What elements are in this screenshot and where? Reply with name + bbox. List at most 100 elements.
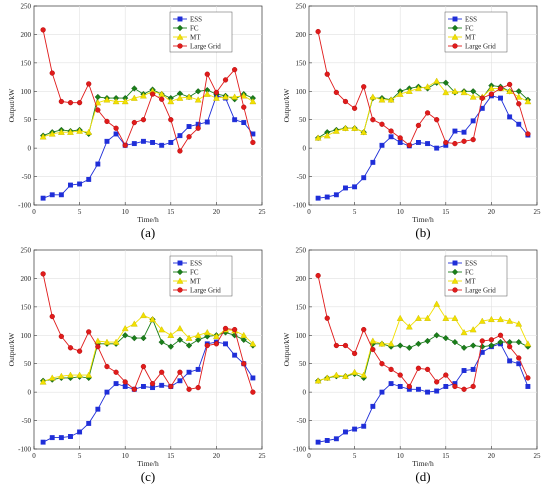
data-point: [443, 384, 449, 389]
data-point: [434, 117, 440, 123]
legend-marker: [452, 16, 458, 22]
data-point: [158, 326, 166, 333]
data-point: [140, 311, 147, 319]
data-point: [315, 272, 321, 279]
data-point: [379, 361, 385, 367]
y-tick-label: 50: [299, 116, 307, 124]
data-point: [159, 382, 165, 388]
data-point: [498, 95, 503, 101]
data-point: [213, 89, 220, 96]
data-point: [379, 121, 385, 127]
legend-marker: [176, 24, 184, 32]
data-point: [194, 96, 202, 103]
x-tick-label: 15: [167, 208, 175, 216]
legend-marker: [176, 33, 184, 40]
data-point: [488, 91, 495, 97]
data-point: [361, 84, 367, 90]
data-point: [470, 118, 476, 124]
data-point: [195, 336, 202, 343]
data-point: [40, 27, 46, 33]
data-point: [460, 88, 468, 96]
y-tick-label: -100: [18, 202, 31, 210]
data-point: [149, 315, 156, 323]
data-point: [112, 338, 120, 345]
data-point: [140, 138, 146, 144]
panel-caption: (d): [415, 469, 430, 484]
legend-marker: [452, 260, 458, 266]
data-point: [315, 195, 321, 201]
data-point: [461, 129, 467, 135]
data-point: [424, 337, 431, 345]
data-point: [415, 386, 421, 392]
chart-panel-0: -100 -50 0 50 100 150 200 250 0 5 10 15 20 25 Time/h Ou…: [7, 3, 266, 241]
data-point: [240, 92, 248, 99]
data-point: [104, 118, 110, 125]
data-point: [249, 98, 257, 105]
y-tick-label: 200: [21, 31, 32, 39]
data-point: [406, 344, 413, 351]
legend-label: ESS: [190, 16, 202, 24]
data-point: [222, 93, 229, 100]
data-point: [525, 131, 531, 137]
data-point: [314, 377, 322, 384]
legend-label: FC: [190, 269, 199, 277]
chart-panel-1: -100 -50 0 50 100 150 200 250 0 5 10 15 20 25 Time/h Ou…: [282, 3, 541, 241]
x-tick-label: 15: [442, 208, 450, 216]
data-point: [86, 329, 92, 335]
data-point: [323, 132, 331, 139]
data-point: [405, 87, 413, 94]
data-point: [168, 383, 174, 390]
data-point: [177, 369, 183, 375]
data-point: [507, 358, 513, 364]
data-point: [94, 337, 102, 344]
data-point: [433, 300, 441, 307]
legend-label: FC: [190, 25, 199, 33]
data-point: [461, 368, 467, 373]
data-point: [452, 383, 458, 390]
data-point: [469, 93, 477, 100]
data-point: [415, 365, 422, 371]
data-point: [506, 87, 514, 94]
legend-label: ESS: [465, 260, 477, 268]
data-point: [176, 336, 184, 343]
data-point: [396, 314, 404, 321]
data-point: [434, 379, 440, 385]
x-tick-label: 5: [353, 208, 357, 216]
data-point: [131, 141, 137, 147]
data-point: [461, 386, 467, 392]
data-point: [232, 352, 238, 358]
data-point: [131, 334, 138, 342]
data-point: [333, 342, 339, 349]
data-point: [470, 136, 476, 143]
data-point: [487, 315, 495, 323]
data-point: [103, 96, 111, 103]
data-point: [378, 340, 386, 347]
data-point: [479, 343, 486, 350]
data-point: [424, 83, 431, 90]
data-point: [231, 332, 238, 339]
x-tick-label: 5: [353, 452, 357, 460]
data-point: [497, 85, 504, 92]
data-point: [194, 331, 202, 338]
data-point: [140, 363, 147, 370]
data-point: [397, 342, 404, 349]
y-tick-label: 50: [24, 360, 32, 368]
data-point: [415, 340, 422, 347]
data-point: [103, 338, 111, 345]
data-point: [397, 384, 403, 389]
data-point: [76, 371, 84, 378]
data-point: [168, 140, 174, 145]
data-point: [425, 389, 431, 395]
x-tick-label: 15: [167, 452, 175, 460]
data-point: [388, 128, 394, 134]
data-point: [58, 98, 64, 105]
data-point: [58, 192, 64, 198]
y-axis-label: Output/kW: [282, 332, 291, 367]
data-point: [212, 94, 220, 101]
data-point: [67, 345, 74, 351]
data-point: [122, 332, 129, 339]
data-point: [451, 314, 459, 321]
x-tick-label: 10: [122, 208, 130, 216]
data-point: [58, 435, 64, 441]
